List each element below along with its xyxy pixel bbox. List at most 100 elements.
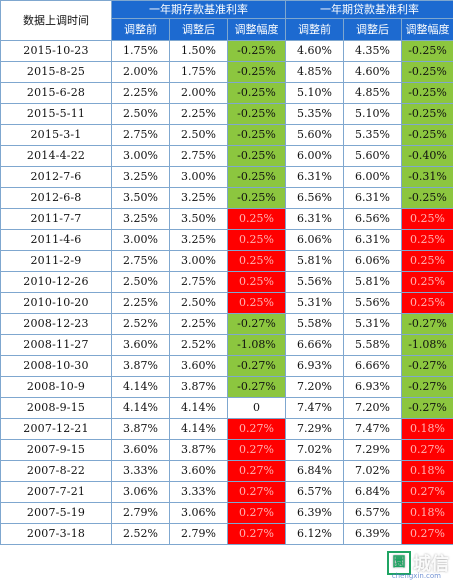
deposit-after-cell: 2.75% <box>169 271 228 293</box>
deposit-before-cell: 4.14% <box>111 397 170 419</box>
loan-before-header: 调整前 <box>285 18 345 41</box>
deposit-change-cell: -0.25% <box>226 124 287 146</box>
loan-after-cell: 4.35% <box>343 40 403 62</box>
loan-before-cell: 6.39% <box>285 502 345 524</box>
deposit-change-cell: -0.25% <box>226 61 287 83</box>
date-cell: 2008-9-15 <box>0 397 112 419</box>
loan-after-header: 调整后 <box>343 18 403 41</box>
table-row: 2007-7-21 3.06% 3.33% 0.27% 6.57% 6.84% 0.27% <box>0 481 453 503</box>
deposit-before-cell: 2.00% <box>111 61 170 83</box>
loan-before-cell: 7.20% <box>285 376 345 398</box>
loan-change-cell: -0.25% <box>401 103 453 125</box>
loan-before-cell: 6.06% <box>285 229 345 251</box>
deposit-change-cell: 0.27% <box>226 481 287 503</box>
loan-before-cell: 7.29% <box>285 418 345 440</box>
loan-change-cell: 0.18% <box>401 460 453 482</box>
deposit-before-cell: 3.25% <box>111 166 170 188</box>
loan-after-cell: 7.47% <box>343 418 403 440</box>
deposit-before-cell: 2.52% <box>111 313 170 335</box>
deposit-change-header: 调整幅度 <box>226 18 287 41</box>
loan-before-cell: 6.31% <box>285 208 345 230</box>
loan-before-cell: 5.81% <box>285 250 345 272</box>
loan-change-cell: -0.25% <box>401 82 453 104</box>
deposit-after-cell: 1.50% <box>169 40 228 62</box>
loan-after-cell: 6.31% <box>343 229 403 251</box>
loan-change-cell: -1.08% <box>401 334 453 356</box>
deposit-after-cell: 1.75% <box>169 61 228 83</box>
date-cell: 2007-3-18 <box>0 523 112 545</box>
deposit-change-cell: 0.27% <box>226 502 287 524</box>
deposit-before-header: 调整前 <box>111 18 170 41</box>
date-cell: 2007-8-22 <box>0 460 112 482</box>
table-row: 2011-4-6 3.00% 3.25% 0.25% 6.06% 6.31% 0.25% <box>0 229 453 251</box>
deposit-change-cell: 0.25% <box>226 250 287 272</box>
date-cell: 2015-6-28 <box>0 82 112 104</box>
deposit-after-cell: 2.50% <box>169 292 228 314</box>
deposit-after-cell: 3.06% <box>169 502 228 524</box>
date-cell: 2007-5-19 <box>0 502 112 524</box>
table-row: 2015-3-1 2.75% 2.50% -0.25% 5.60% 5.35% -0.25% <box>0 124 453 146</box>
table-row: 2007-5-19 2.79% 3.06% 0.27% 6.39% 6.57% 0.18% <box>0 502 453 524</box>
deposit-change-cell: 0.27% <box>226 418 287 440</box>
loan-change-cell: 0.25% <box>401 292 453 314</box>
deposit-before-cell: 1.75% <box>111 40 170 62</box>
loan-change-cell: 0.27% <box>401 439 453 461</box>
deposit-after-cell: 3.50% <box>169 208 228 230</box>
deposit-after-cell: 2.75% <box>169 145 228 167</box>
loan-after-cell: 5.35% <box>343 124 403 146</box>
deposit-change-cell: 0.27% <box>226 460 287 482</box>
loan-before-cell: 6.93% <box>285 355 345 377</box>
loan-before-cell: 5.58% <box>285 313 345 335</box>
deposit-before-cell: 2.79% <box>111 502 170 524</box>
loan-after-cell: 7.02% <box>343 460 403 482</box>
header-row-groups: 数据上调时间 一年期存款基准利率 一年期贷款基准利率 <box>0 0 453 41</box>
loan-before-cell: 5.56% <box>285 271 345 293</box>
deposit-after-cell: 3.87% <box>169 376 228 398</box>
deposit-after-cell: 2.52% <box>169 334 228 356</box>
loan-before-cell: 5.60% <box>285 124 345 146</box>
deposit-before-cell: 3.60% <box>111 439 170 461</box>
header-row-columns: 调整前 调整后 调整幅度 调整前 调整后 调整幅度 <box>1 18 453 41</box>
deposit-before-cell: 2.50% <box>111 103 170 125</box>
date-cell: 2007-9-15 <box>0 439 112 461</box>
date-cell: 2011-2-9 <box>0 250 112 272</box>
loan-before-cell: 4.60% <box>285 40 345 62</box>
loan-change-header: 调整幅度 <box>401 18 453 41</box>
deposit-before-cell: 2.75% <box>111 250 170 272</box>
date-cell: 2014-4-22 <box>0 145 112 167</box>
deposit-change-cell: -1.08% <box>226 334 287 356</box>
deposit-after-cell: 3.00% <box>169 250 228 272</box>
date-cell: 2011-4-6 <box>0 229 112 251</box>
loan-before-cell: 5.10% <box>285 82 345 104</box>
deposit-change-cell: 0.25% <box>226 292 287 314</box>
deposit-change-cell: -0.27% <box>226 376 287 398</box>
deposit-change-cell: 0.25% <box>226 271 287 293</box>
loan-change-cell: -0.25% <box>401 187 453 209</box>
deposit-change-cell: 0.25% <box>226 208 287 230</box>
loan-after-cell: 4.60% <box>343 61 403 83</box>
loan-after-cell: 5.58% <box>343 334 403 356</box>
deposit-change-cell: -0.25% <box>226 82 287 104</box>
deposit-after-cell: 3.60% <box>169 355 228 377</box>
watermark-text: 城信 <box>413 554 449 575</box>
table-row: 2012-6-8 3.50% 3.25% -0.25% 6.56% 6.31% -0.25% <box>0 187 453 209</box>
loan-before-cell: 4.85% <box>285 61 345 83</box>
deposit-before-cell: 2.75% <box>111 124 170 146</box>
watermark-logo-icon: 圜 <box>387 551 411 575</box>
loan-before-cell: 5.31% <box>285 292 345 314</box>
deposit-after-cell: 3.60% <box>169 460 228 482</box>
date-cell: 2012-7-6 <box>0 166 112 188</box>
deposit-after-cell: 3.33% <box>169 481 228 503</box>
deposit-before-cell: 2.25% <box>111 292 170 314</box>
deposit-change-cell: 0 <box>226 397 287 419</box>
table-row: 2015-10-23 1.75% 1.50% -0.25% 4.60% 4.35% -0.2… <box>0 40 453 62</box>
table-row: 2007-8-22 3.33% 3.60% 0.27% 6.84% 7.02% 0.18% <box>0 460 453 482</box>
loan-before-cell: 7.47% <box>285 397 345 419</box>
loan-group-header: 一年期贷款基准利率 <box>285 0 453 19</box>
table-row: 2008-12-23 2.52% 2.25% -0.27% 5.58% 5.31% -0.2… <box>0 313 453 335</box>
deposit-before-cell: 3.50% <box>111 187 170 209</box>
deposit-change-cell: -0.25% <box>226 103 287 125</box>
deposit-change-cell: -0.25% <box>226 166 287 188</box>
loan-after-cell: 6.57% <box>343 502 403 524</box>
loan-change-cell: 0.18% <box>401 502 453 524</box>
